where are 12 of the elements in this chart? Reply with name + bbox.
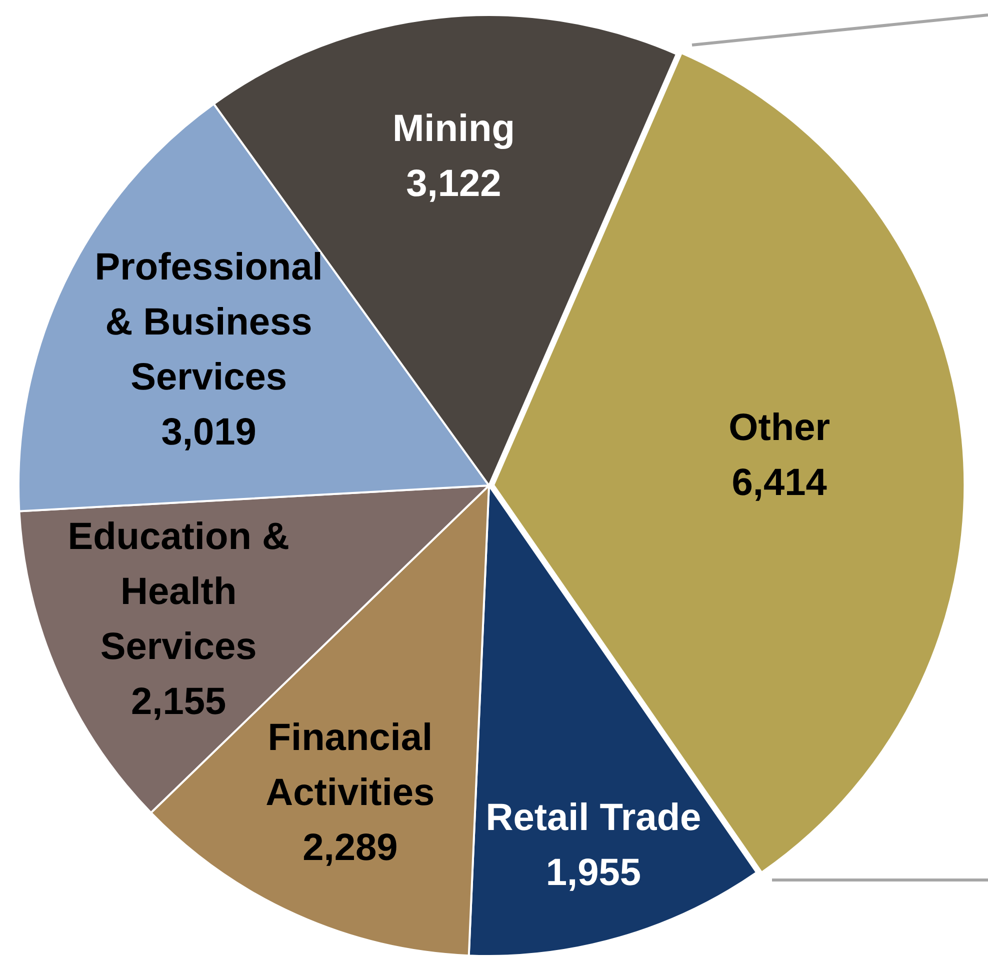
slice-label: Financial Activities: [266, 716, 435, 814]
slice-label: Retail Trade: [486, 797, 702, 840]
slice-label: Other: [728, 407, 830, 450]
data-label: 3,019: [161, 412, 256, 454]
data-label: 6,414: [732, 462, 827, 504]
data-label: 1,955: [546, 852, 641, 894]
data-label: 2,155: [131, 681, 226, 724]
data-label: 3,122: [406, 163, 502, 206]
slice-label: Education & Health Services: [68, 516, 290, 668]
slice-label: Mining: [392, 108, 515, 150]
slice-label: Professional & Business Services: [94, 246, 323, 399]
data-label: 2,289: [302, 826, 398, 869]
